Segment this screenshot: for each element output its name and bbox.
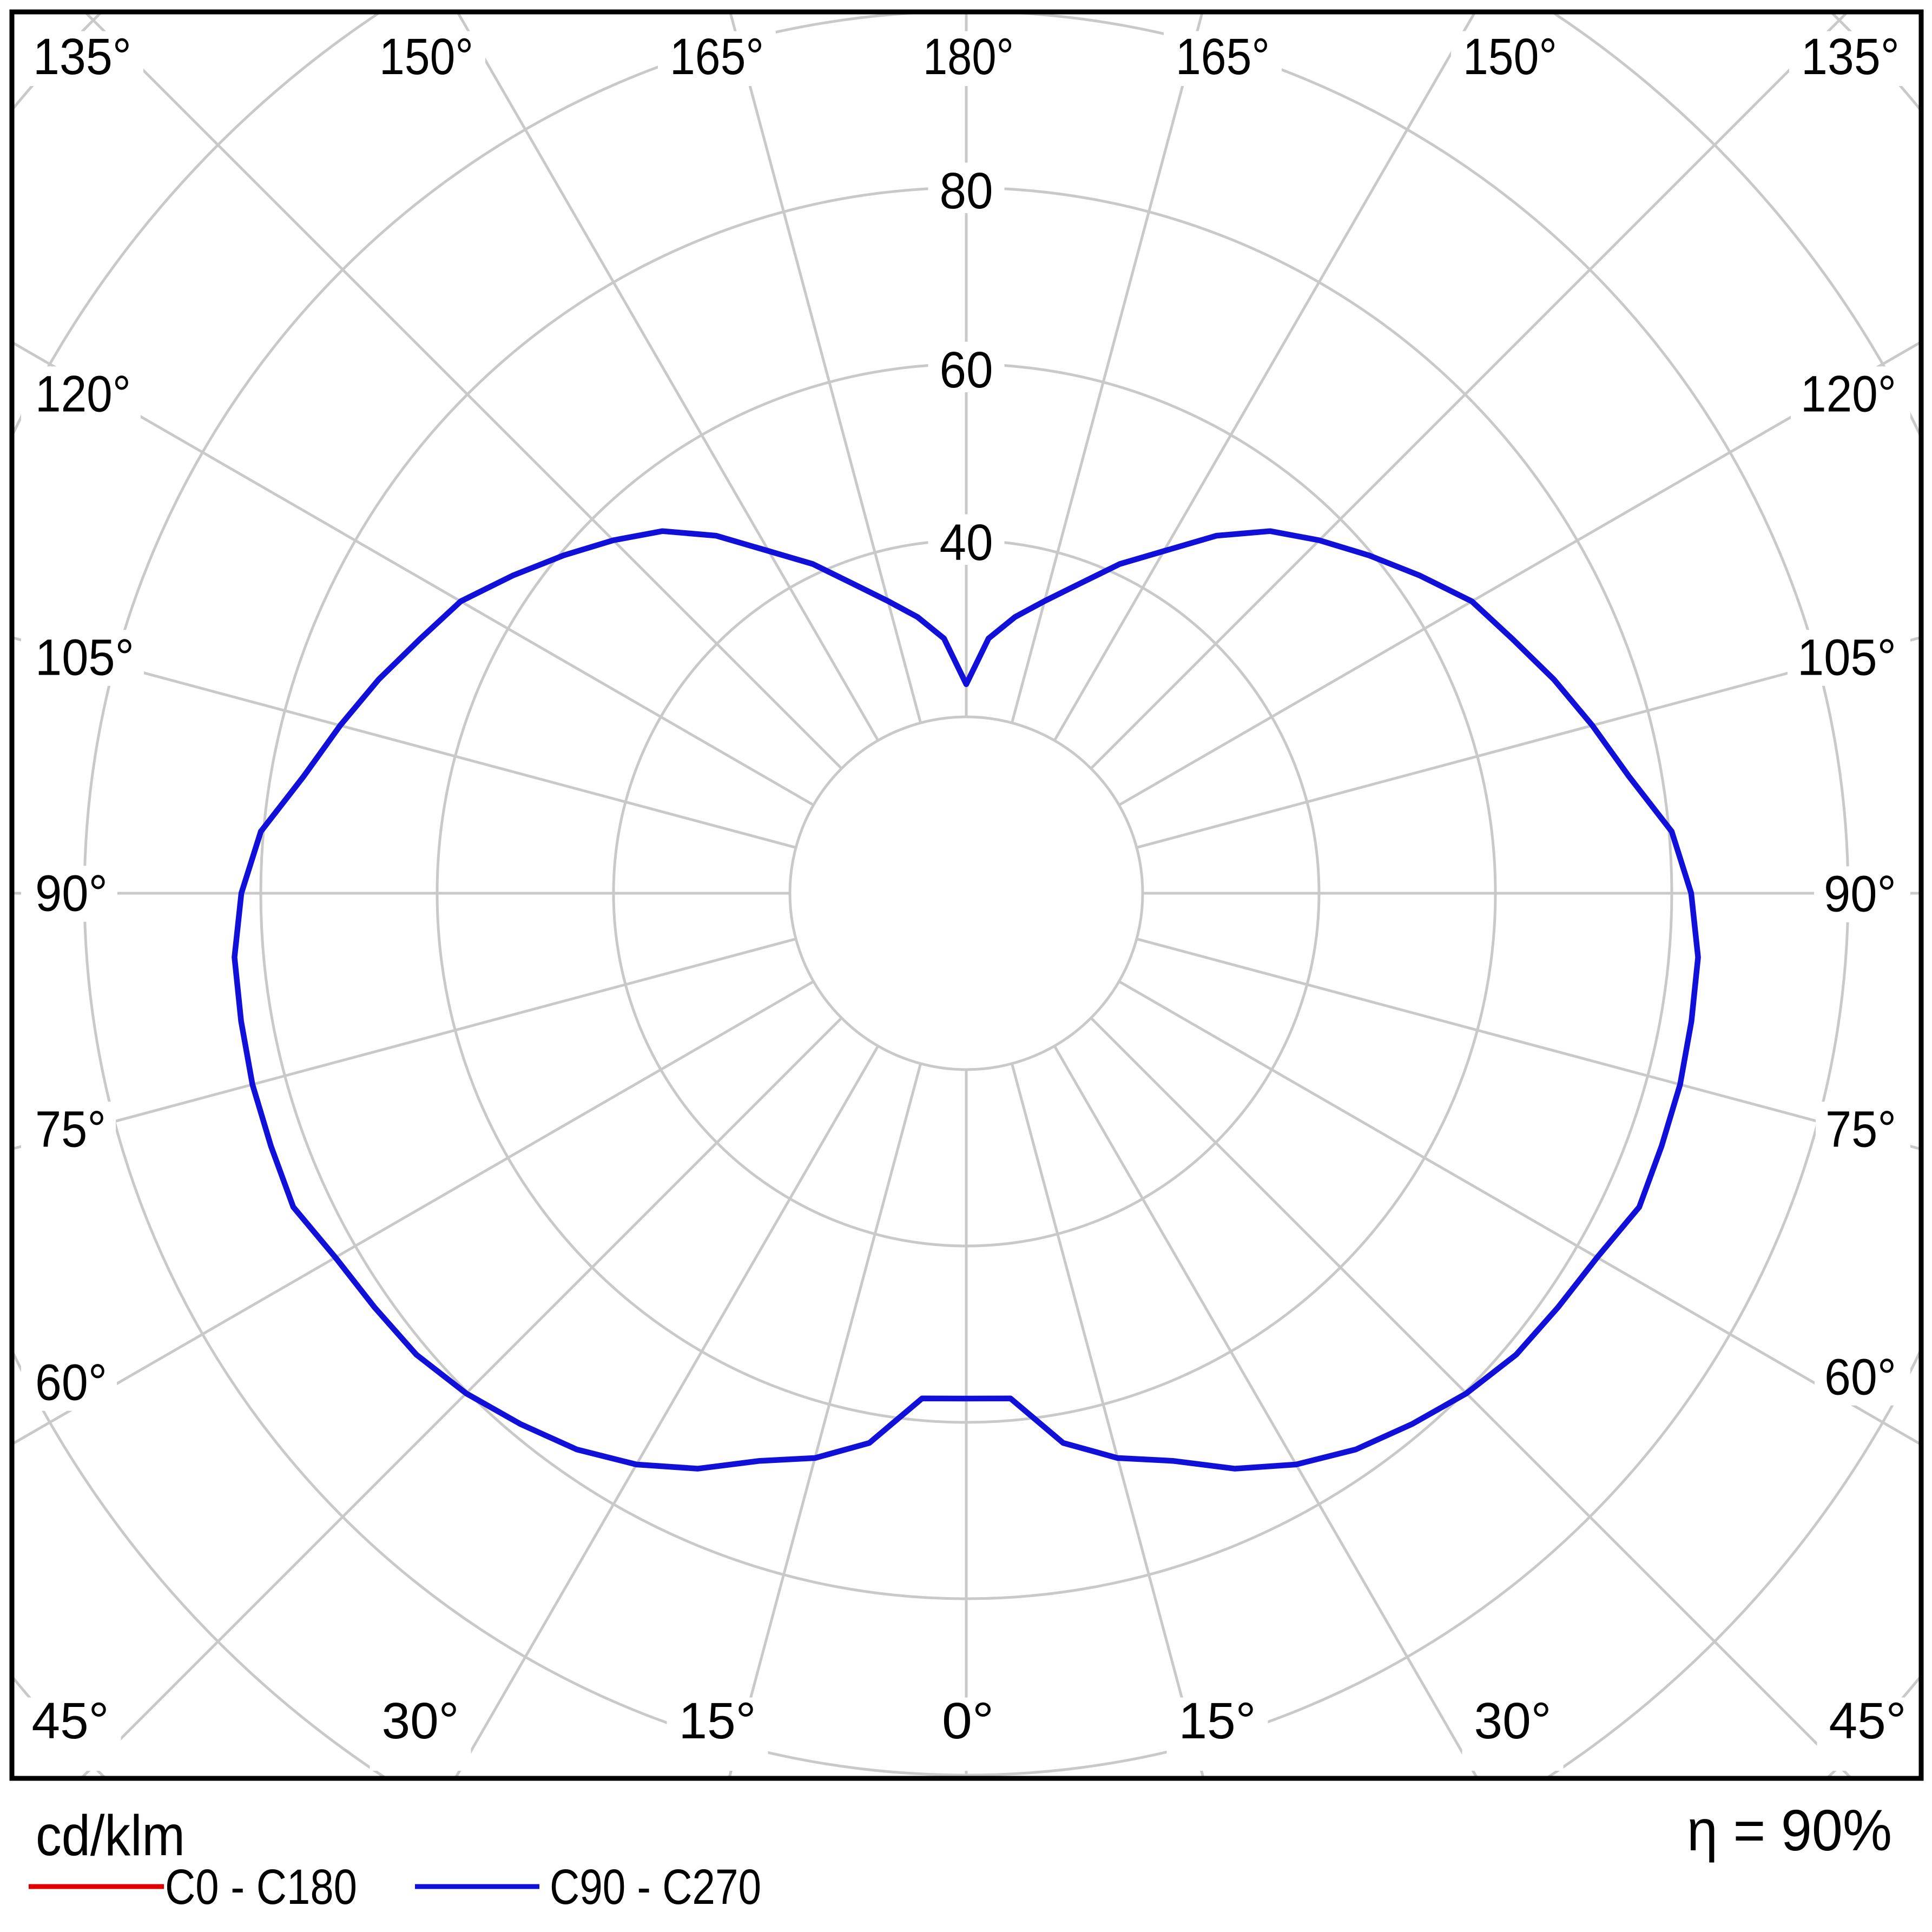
svg-text:15°: 15° [1179,1692,1256,1750]
svg-text:80: 80 [940,162,993,220]
svg-text:15°: 15° [679,1692,756,1750]
svg-text:45°: 45° [32,1692,109,1750]
svg-text:30°: 30° [382,1692,459,1750]
svg-text:90°: 90° [35,865,108,922]
svg-text:75°: 75° [1825,1101,1896,1158]
svg-text:40: 40 [940,514,993,571]
svg-text:150°: 150° [1463,28,1557,85]
svg-text:30°: 30° [1474,1692,1552,1750]
svg-text:150°: 150° [379,28,473,85]
svg-text:120°: 120° [1801,366,1896,423]
svg-text:45°: 45° [1829,1692,1907,1750]
svg-text:C90 - C270: C90 - C270 [550,1860,761,1915]
svg-text:0°: 0° [942,1692,994,1750]
svg-text:105°: 105° [35,629,134,687]
svg-text:120°: 120° [35,366,131,423]
svg-text:cd/klm: cd/klm [36,1804,185,1868]
svg-text:165°: 165° [1176,28,1270,85]
svg-text:105°: 105° [1797,629,1896,687]
svg-text:60°: 60° [1824,1349,1896,1406]
svg-text:180°: 180° [923,28,1014,85]
svg-text:C0 - C180: C0 - C180 [165,1860,357,1915]
svg-text:60°: 60° [35,1354,107,1412]
svg-text:165°: 165° [670,28,764,85]
svg-text:135°: 135° [1801,28,1900,85]
svg-text:60: 60 [940,341,993,399]
svg-text:90°: 90° [1824,866,1896,923]
svg-text:η = 90%: η = 90% [1687,1797,1892,1863]
svg-text:135°: 135° [33,28,131,85]
svg-text:75°: 75° [35,1101,106,1158]
